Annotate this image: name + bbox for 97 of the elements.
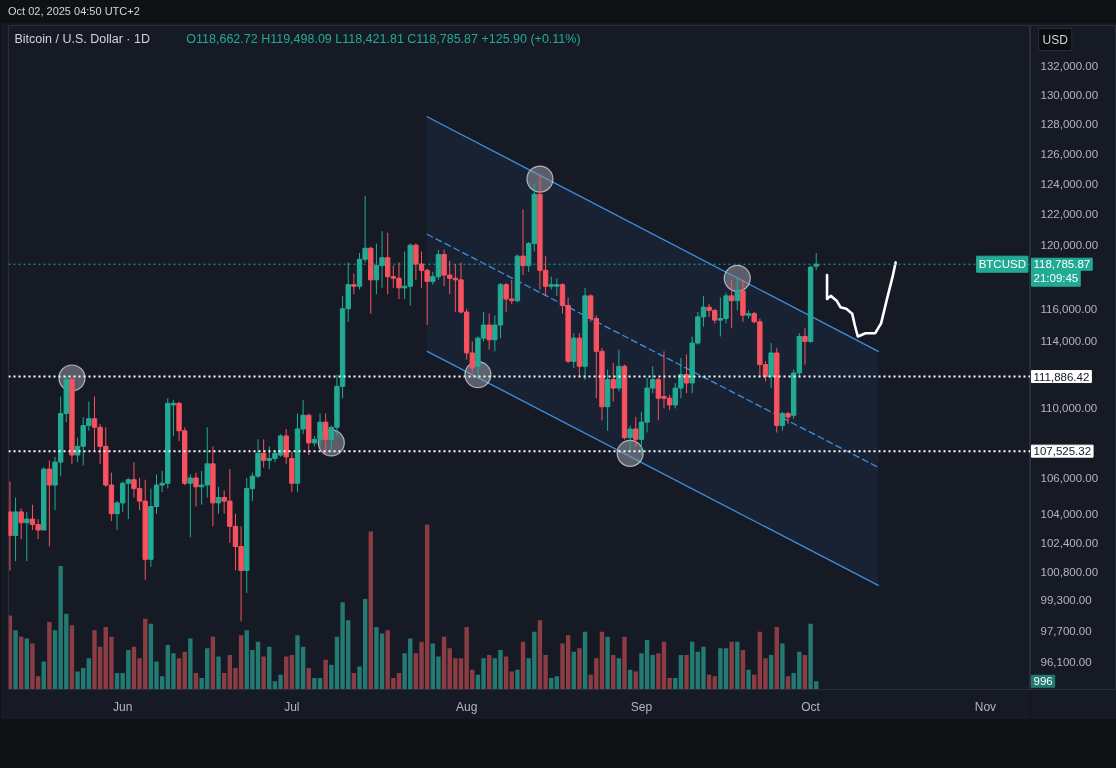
- candlestick: [734, 277, 740, 311]
- bar: [323, 659, 328, 690]
- bar: [746, 669, 751, 690]
- bar: [69, 625, 75, 690]
- candlestick: [24, 511, 30, 562]
- candlestick: [627, 425, 633, 453]
- text: 21:09:45: [1033, 272, 1079, 285]
- y-tick-label: 102,400.00: [1040, 536, 1099, 549]
- x-tick-label: Sep: [630, 699, 653, 714]
- bar: [441, 636, 447, 690]
- line-series: [825, 261, 897, 338]
- bar: [188, 638, 193, 690]
- bar: [515, 669, 520, 690]
- bar: [605, 636, 610, 690]
- bar: [368, 531, 373, 690]
- y-tick-label: 100,800.00: [1040, 566, 1099, 579]
- candlestick: [18, 507, 24, 540]
- y-tick-label: 124,000.00: [1040, 177, 1099, 190]
- candlestick: [785, 411, 791, 425]
- bar: [616, 658, 622, 690]
- annotation: BTCUSD: [978, 258, 1026, 271]
- candlestick: [283, 428, 289, 465]
- x-tick-label: Nov: [974, 699, 997, 714]
- candlestick: [46, 459, 53, 547]
- bar: [86, 658, 92, 690]
- y-tick-label: 96,100.00: [1040, 655, 1092, 668]
- bar: [554, 676, 560, 690]
- bar: [780, 643, 785, 690]
- y-tick-label: 128,000.00: [1040, 118, 1099, 131]
- candlestick: [187, 473, 194, 538]
- candlestick: [193, 472, 199, 507]
- x-tick-label: Jun: [113, 699, 133, 714]
- point: [616, 439, 644, 467]
- y-tick-label: 114,000.00: [1040, 335, 1098, 348]
- y-tick-label: 116,000.00: [1040, 302, 1098, 315]
- candlestick: [351, 273, 357, 295]
- x-tick-label: Oct: [801, 699, 821, 714]
- point: [723, 264, 751, 292]
- candlestick: [802, 327, 808, 366]
- candlestick: [610, 362, 616, 403]
- y-tick-label: 104,000.00: [1040, 507, 1099, 520]
- candlestick: [520, 209, 526, 276]
- candlestick: [683, 354, 690, 394]
- candlestick: [616, 349, 622, 392]
- ref-line-label: 111,886.42: [1033, 370, 1090, 383]
- text: 996: [1033, 675, 1053, 688]
- bar: [210, 636, 216, 690]
- bar: [729, 641, 734, 690]
- y-tick-label: 106,000.00: [1040, 471, 1099, 484]
- bar: [18, 636, 24, 690]
- candlestick: [322, 413, 329, 454]
- candlestick: [486, 313, 492, 351]
- candlestick: [779, 411, 786, 432]
- text: O118,662.72 H119,498.09 L118,421.81 C118,785.87 +125.90 (+0.11%): [186, 31, 581, 46]
- y-tick-label: 122,000.00: [1040, 208, 1099, 221]
- bar: [47, 621, 52, 690]
- candlestick: [8, 481, 13, 571]
- bar: [712, 676, 717, 690]
- bar: [633, 671, 638, 690]
- y-tick-label: 120,000.00: [1040, 239, 1099, 252]
- bar: [520, 641, 526, 690]
- ref-line-label: 118,785.87: [1033, 258, 1091, 271]
- point: [526, 165, 554, 193]
- candlestick: [260, 438, 267, 468]
- bar: [785, 676, 791, 690]
- bar: [735, 641, 740, 690]
- bar: [740, 649, 746, 690]
- bar: [261, 656, 266, 690]
- y-axis-title: USD: [1042, 32, 1069, 47]
- text: Bitcoin / U.S. Dollar · 1D: [14, 31, 150, 46]
- bar: [13, 630, 18, 690]
- x-tick-label: Aug: [455, 699, 478, 714]
- bar: [216, 656, 221, 690]
- y-tick-label: 130,000.00: [1040, 88, 1099, 101]
- bar: [774, 626, 779, 690]
- y-tick-label: 97,700.00: [1040, 624, 1092, 637]
- bar: [176, 658, 182, 690]
- candlestick: [12, 497, 19, 562]
- bar: [577, 648, 582, 690]
- ref-line-label: 107,525.32: [1033, 445, 1092, 458]
- x-tick-label: Jul: [284, 699, 300, 714]
- y-tick-label: 110,000.00: [1040, 402, 1098, 415]
- candlestick: [633, 416, 639, 447]
- bar: [689, 641, 695, 690]
- bar: [24, 638, 30, 690]
- y-tick-label: 99,300.00: [1040, 594, 1092, 607]
- y-tick-label: 126,000.00: [1040, 147, 1099, 160]
- bar: [582, 631, 588, 690]
- bar: [509, 671, 514, 690]
- candlestick: [768, 342, 774, 389]
- candlestick: [571, 332, 577, 369]
- candlestick: [215, 486, 222, 515]
- bar: [684, 654, 689, 690]
- candlestick: [728, 279, 735, 329]
- text: Oct 02, 2025 04:50 UTC+2: [8, 5, 140, 17]
- y-tick-label: 132,000.00: [1040, 60, 1099, 73]
- bar: [622, 636, 627, 690]
